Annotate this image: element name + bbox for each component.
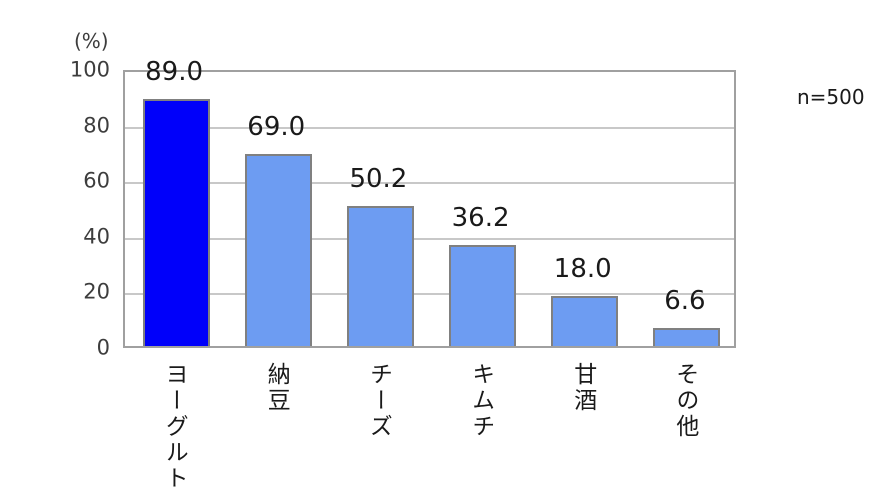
x-category-label: その他	[671, 362, 698, 440]
gridline	[125, 126, 734, 129]
bar-value-label: 50.2	[349, 164, 408, 195]
bar-0	[142, 98, 210, 346]
bar-value-label: 69.0	[247, 112, 306, 143]
x-category-label: 納豆	[263, 362, 290, 414]
bar-value-label: 36.2	[451, 203, 510, 234]
bar-1	[244, 154, 312, 346]
bar-value-label: 89.0	[145, 56, 204, 87]
y-tick-label: 0	[96, 335, 110, 360]
gridline	[125, 182, 734, 185]
x-category-label: ヨーグルト	[161, 362, 188, 492]
y-tick-label: 100	[69, 57, 110, 82]
bar-5	[653, 327, 721, 346]
y-tick-label: 40	[83, 224, 110, 249]
y-tick-label: 60	[83, 168, 110, 193]
plot-area	[123, 70, 736, 348]
bar-value-label: 6.6	[664, 285, 706, 316]
sample-size-label: n=500	[797, 85, 865, 109]
x-category-label: キムチ	[467, 362, 494, 440]
bar-4	[551, 295, 619, 346]
bar-value-label: 18.0	[553, 253, 612, 284]
y-axis-unit-label: (%)	[74, 29, 109, 53]
x-category-label: 甘酒	[569, 362, 596, 414]
y-tick-label: 80	[83, 113, 110, 138]
x-category-label: チーズ	[365, 362, 392, 440]
y-tick-label: 20	[83, 279, 110, 304]
gridline	[125, 237, 734, 240]
bar-3	[449, 245, 517, 346]
gridline	[125, 293, 734, 296]
bar-2	[346, 206, 414, 346]
